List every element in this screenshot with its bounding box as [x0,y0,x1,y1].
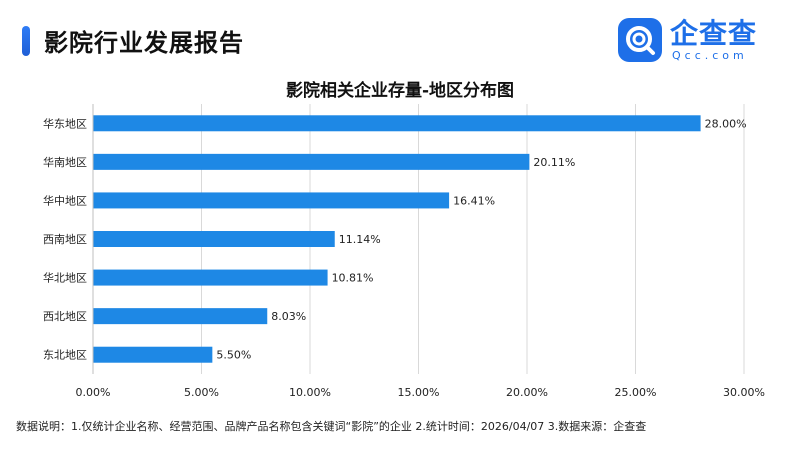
data-label: 11.14% [339,233,381,246]
chart-title: 影院相关企业存量-地区分布图 [285,81,515,101]
bar [93,346,213,363]
logo-english-name: Qcc.com [672,48,748,62]
footnote: 数据说明：1.仅统计企业名称、经营范围、品牌产品名称包含关键词“影院”的企业 2… [16,420,647,433]
bar [93,269,328,286]
category-label: 华中地区 [43,193,87,207]
data-label: 10.81% [332,272,374,285]
bar [93,308,268,325]
category-label: 华北地区 [43,271,87,285]
x-tick-label: 5.00% [184,386,219,399]
x-tick-label: 25.00% [615,386,657,399]
company-logo: 企查查 Qcc.com [618,18,757,62]
data-label: 28.00% [705,117,747,130]
bar [93,153,530,170]
bar [93,192,450,209]
x-tick-label: 10.00% [289,386,331,399]
category-label: 东北地区 [43,349,87,362]
header-accent-bar [22,26,30,56]
report-title: 影院行业发展报告 [44,29,244,57]
category-label: 华东地区 [43,116,87,130]
x-tick-label: 0.00% [76,386,111,399]
category-label: 华南地区 [43,155,87,169]
data-label: 8.03% [271,310,306,323]
x-tick-label: 15.00% [398,386,440,399]
x-tick-label: 30.00% [723,386,765,399]
category-label: 西南地区 [43,233,87,246]
data-label: 20.11% [533,156,575,169]
logo-chinese-name: 企查查 [670,16,758,50]
bar [93,231,335,247]
x-tick-label: 20.00% [506,386,548,399]
data-label: 5.50% [216,349,251,362]
bar [93,115,701,132]
data-label: 16.41% [453,194,495,207]
magnifier-q-icon [618,18,662,62]
category-label: 西北地区 [43,310,87,323]
